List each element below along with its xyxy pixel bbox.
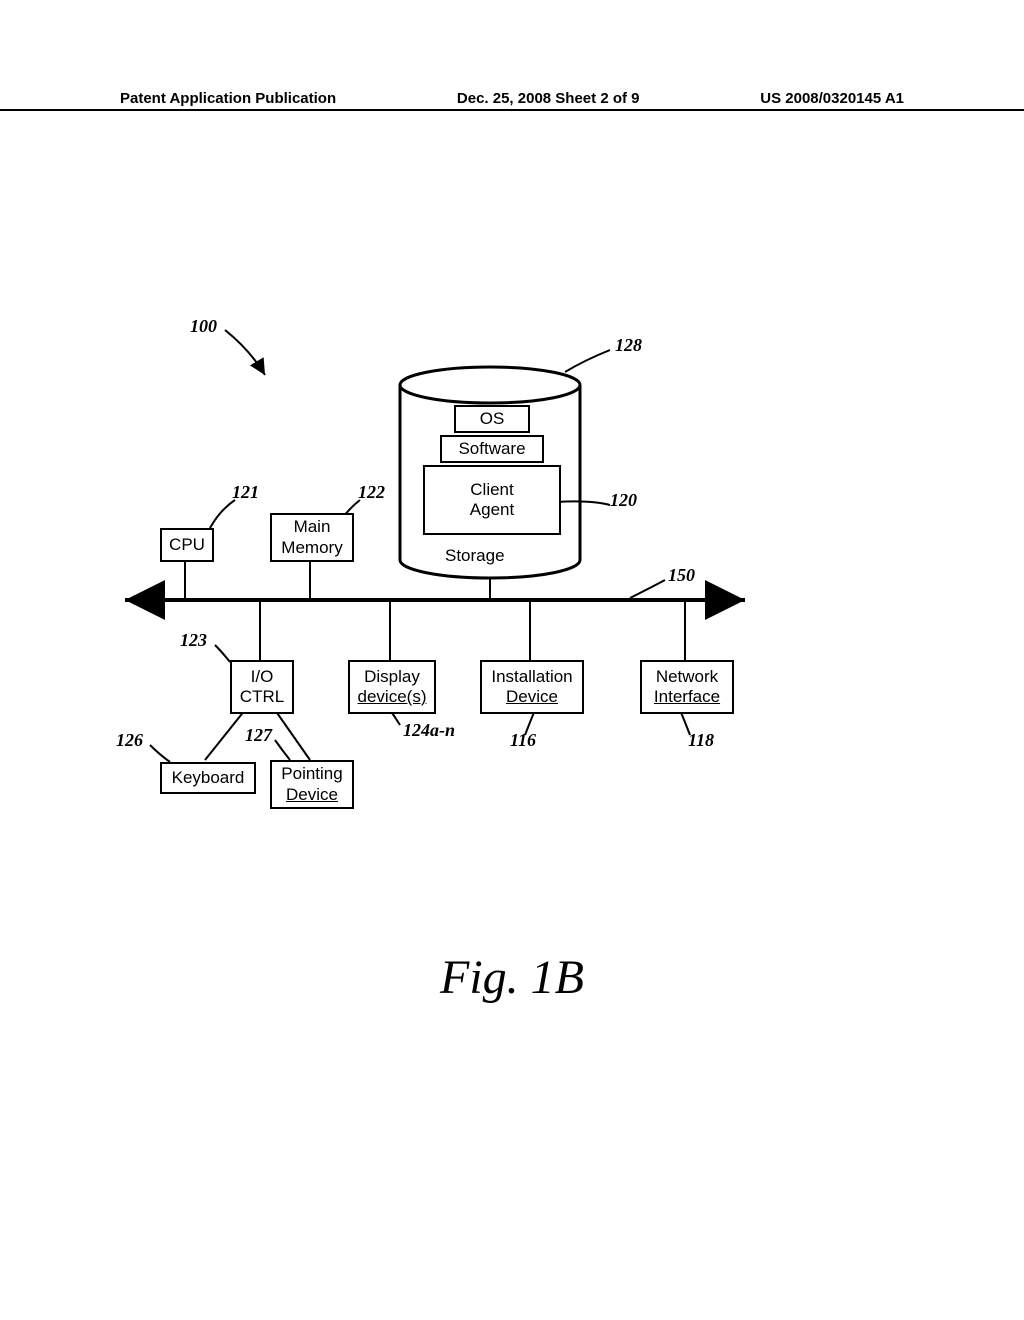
installation-l2: Device [506, 687, 558, 707]
client-agent-box: Client Agent [423, 465, 561, 535]
io-ctrl-l2: CTRL [240, 687, 284, 707]
io-ctrl-l1: I/O [251, 667, 274, 687]
main-memory-box: Main Memory [270, 513, 354, 562]
header-center: Dec. 25, 2008 Sheet 2 of 9 [457, 90, 640, 107]
cpu-label: CPU [169, 535, 205, 555]
pointing-box: Pointing Device [270, 760, 354, 809]
leader-126 [150, 745, 170, 762]
client-agent-l1: Client [470, 480, 513, 500]
ref-122: 122 [358, 482, 385, 503]
header-right: US 2008/0320145 A1 [760, 90, 904, 107]
client-agent-l2: Agent [470, 500, 514, 520]
ref-123: 123 [180, 630, 207, 651]
ref-128: 128 [615, 335, 642, 356]
installation-l1: Installation [491, 667, 572, 687]
leader-123 [215, 645, 230, 662]
ref-121: 121 [232, 482, 259, 503]
display-l2: device(s) [358, 687, 427, 707]
keyboard-label: Keyboard [172, 768, 245, 788]
display-box: Display device(s) [348, 660, 436, 714]
os-label: OS [480, 409, 505, 429]
storage-cylinder-top [400, 367, 580, 403]
page-header: Patent Application Publication Dec. 25, … [0, 90, 1024, 111]
pointing-l2: Device [286, 785, 338, 805]
leader-100 [225, 330, 265, 375]
header-left: Patent Application Publication [120, 90, 336, 107]
leader-150 [630, 580, 665, 598]
ref-150: 150 [668, 565, 695, 586]
pointing-l1: Pointing [281, 764, 342, 784]
display-l1: Display [364, 667, 420, 687]
leader-128 [565, 350, 610, 372]
main-memory-l2: Memory [281, 538, 342, 558]
os-box: OS [454, 405, 530, 433]
installation-box: Installation Device [480, 660, 584, 714]
block-diagram: 100 128 121 122 120 150 123 124a-n 116 1… [110, 310, 900, 870]
cpu-box: CPU [160, 528, 214, 562]
leader-121 [210, 500, 235, 528]
ref-118: 118 [688, 730, 714, 751]
network-l1: Network [656, 667, 718, 687]
leader-127 [275, 740, 290, 760]
main-memory-l1: Main [294, 517, 331, 537]
ref-120: 120 [610, 490, 637, 511]
keyboard-box: Keyboard [160, 762, 256, 794]
software-box: Software [440, 435, 544, 463]
network-l2: Interface [654, 687, 720, 707]
figure-caption: Fig. 1B [0, 950, 1024, 1005]
ref-124: 124a-n [403, 720, 455, 741]
ref-100: 100 [190, 316, 217, 337]
io-ctrl-box: I/O CTRL [230, 660, 294, 714]
ref-127: 127 [245, 725, 272, 746]
storage-label: Storage [445, 546, 505, 566]
network-box: Network Interface [640, 660, 734, 714]
software-label: Software [458, 439, 525, 459]
ref-116: 116 [510, 730, 536, 751]
ref-126: 126 [116, 730, 143, 751]
